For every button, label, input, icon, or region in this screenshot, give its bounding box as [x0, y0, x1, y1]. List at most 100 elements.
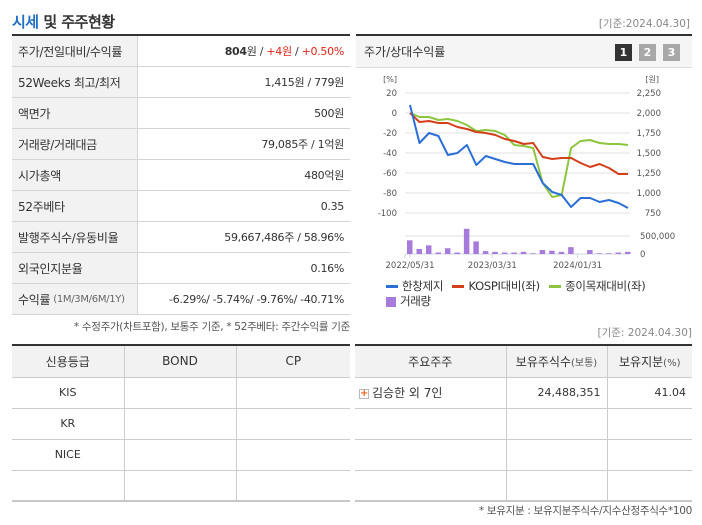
line-swatch-icon [452, 285, 465, 288]
svg-text:1,750: 1,750 [637, 129, 661, 139]
row-label: 시가총액 [12, 160, 138, 190]
legend-item: KOSPI대비(좌) [452, 279, 540, 294]
svg-text:-100: -100 [378, 209, 397, 219]
volume-bars [407, 228, 631, 254]
chart-grid [405, 92, 630, 255]
legend-item: 한창제지 [386, 279, 443, 294]
col-header: CP [236, 345, 350, 378]
shareholder-as-of: [기준: 2024.04.30] [597, 327, 692, 339]
table-header-row: 신용등급 BOND CP [12, 345, 350, 378]
row-label: 액면가 [12, 98, 138, 128]
chart-header: 주가/상대수익률 1 2 3 [356, 36, 692, 68]
svg-text:-40: -40 [383, 149, 397, 159]
col-header: 신용등급 [12, 345, 125, 378]
line-swatch-icon [549, 285, 562, 288]
row-value: 59,667,486주 / 58.96% [224, 231, 344, 244]
svg-text:2022/05/31: 2022/05/31 [386, 261, 435, 271]
table-row: 수익률 (1M/3M/6M/1Y) -6.29%/ -5.74%/ -9.76%/… [12, 284, 350, 315]
row-value: 480억원 [304, 169, 344, 182]
as-of-date: [기준:2024.04.30] [598, 18, 690, 30]
col-header: 보유주식수(보통) [506, 345, 608, 378]
table-header-row: 주요주주 보유주식수(보통) 보유지분(%) [355, 345, 692, 378]
col-header: 보유지분(%) [607, 345, 692, 378]
svg-text:1,000: 1,000 [637, 189, 661, 199]
price-chart: [%] [원] 20 2,250 0 2,000 -20 1,750 -40 1,500 -60 1,… [378, 75, 675, 271]
table-row: 발행주식수/유동비율 59,667,486주 / 58.96% [12, 222, 350, 253]
table-row: KIS [12, 377, 350, 409]
row-label: 수익률 (1M/3M/6M/1Y) [12, 284, 138, 314]
row-label: 외국인지분율 [12, 253, 138, 283]
svg-text:[%]: [%] [383, 75, 397, 84]
row-value: 500원 [314, 107, 344, 120]
col-header: 주요주주 [355, 345, 507, 378]
shareholder-table: 주요주주 보유주식수(보통) 보유지분(%) + 김승한 외 7인 24,488,… [355, 344, 692, 502]
price-change: +4원 [266, 45, 292, 58]
row-value: 0.35 [320, 199, 345, 213]
svg-text:2,250: 2,250 [637, 89, 661, 99]
chart-tab-1[interactable]: 1 [615, 44, 632, 61]
chart-axes: [%] [원] 20 2,250 0 2,000 -20 1,750 -40 1,500 -60 1,… [378, 75, 675, 271]
price-value: 804원 / +4원 / +0.50% [224, 45, 345, 58]
table-row: 거래량/거래대금 79,085주 / 1억원 [12, 129, 350, 160]
price-change-pct: +0.50% [301, 45, 345, 58]
table-row: NICE [12, 439, 350, 471]
svg-text:2024/01/31: 2024/01/31 [553, 261, 602, 271]
legend-item: 거래량 [386, 294, 431, 309]
svg-text:2023/03/31: 2023/03/31 [468, 261, 517, 271]
chart-tab-3[interactable]: 3 [663, 44, 680, 61]
row-label: 거래량/거래대금 [12, 129, 138, 159]
table-row [355, 408, 692, 440]
table-row: 주가/전일대비/수익률 804원 / +4원 / +0.50% [12, 36, 350, 67]
row-label: 주가/전일대비/수익률 [12, 36, 138, 66]
price-footnote: * 수정주가(차트포함), 보통주 기준, * 52주베타: 주간수익률 기준 [73, 321, 350, 333]
row-label: 52Weeks 최고/최저 [12, 67, 138, 97]
table-row [355, 470, 692, 501]
title-highlight: 시세 [12, 13, 39, 31]
svg-text:-20: -20 [383, 129, 397, 139]
table-row: + 김승한 외 7인 24,488,351 41.04 [355, 377, 692, 409]
row-label: 52주베타 [12, 191, 138, 221]
svg-text:1,250: 1,250 [637, 169, 661, 179]
chart-tab-2[interactable]: 2 [639, 44, 656, 61]
svg-text:0: 0 [392, 109, 397, 119]
chart-tabs: 1 2 3 [615, 44, 680, 61]
table-row: 52주베타 0.35 [12, 191, 350, 222]
svg-text:500,000: 500,000 [640, 232, 675, 242]
table-row: 외국인지분율 0.16% [12, 253, 350, 284]
shareholder-name[interactable]: + 김승한 외 7인 [355, 377, 507, 409]
row-value: 0.16% [310, 261, 345, 275]
ownership-pct: 41.04 [607, 377, 692, 409]
chart-legend: 한창제지 KOSPI대비(좌) 종이목재대비(좌) 거래량 [386, 277, 696, 311]
bar-swatch-icon [386, 296, 396, 307]
table-row: 52Weeks 최고/최저 1,415원 / 779원 [12, 67, 350, 98]
row-value: 1,415원 / 779원 [264, 76, 344, 89]
credit-rating-table: 신용등급 BOND CP KIS KR NICE [12, 344, 350, 502]
svg-text:-60: -60 [383, 169, 397, 179]
svg-text:2,000: 2,000 [637, 109, 661, 119]
expand-plus-icon[interactable]: + [359, 387, 369, 399]
chart-lines [409, 104, 629, 209]
svg-text:-80: -80 [383, 189, 397, 199]
row-label: 발행주식수/유동비율 [12, 222, 138, 252]
row-value: 79,085주 / 1억원 [261, 138, 344, 151]
table-row [12, 470, 350, 501]
line-swatch-icon [386, 285, 398, 288]
chart-title: 주가/상대수익률 [364, 45, 446, 59]
returns-value: -6.29%/ -5.74%/ -9.76%/ -40.71% [169, 292, 344, 306]
legend-item: 종이목재대비(좌) [549, 279, 646, 294]
title-rest: 및 주주현황 [38, 13, 115, 31]
svg-text:[원]: [원] [645, 75, 659, 84]
price-info-table: 주가/전일대비/수익률 804원 / +4원 / +0.50% 52Weeks … [12, 34, 350, 315]
col-header: BOND [124, 345, 237, 378]
table-row [355, 439, 692, 471]
table-row: 시가총액 480억원 [12, 160, 350, 191]
svg-text:1,500: 1,500 [637, 149, 661, 159]
svg-text:20: 20 [386, 89, 397, 99]
shareholder-footnote: * 보유지분 : 보유지분주식수/지수산정주식수*100 [478, 505, 692, 517]
section-title: 시세 및 주주현황 [12, 11, 115, 32]
svg-text:750: 750 [645, 209, 661, 219]
chart-panel: 주가/상대수익률 1 2 3 [356, 34, 692, 68]
svg-text:0: 0 [640, 250, 645, 260]
shares-held: 24,488,351 [506, 377, 608, 409]
table-row: 액면가 500원 [12, 98, 350, 129]
